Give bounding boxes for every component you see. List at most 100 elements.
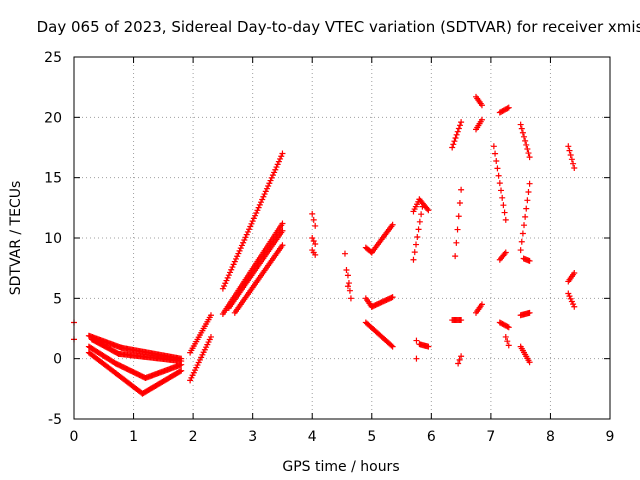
data-point: [227, 269, 234, 276]
series-segment: [473, 93, 485, 109]
data-point: [260, 193, 267, 200]
data-point: [262, 188, 269, 195]
data-point: [500, 202, 507, 209]
y-tick-label: 0: [53, 352, 62, 368]
data-point: [566, 293, 573, 300]
data-point: [492, 150, 499, 157]
data-point: [309, 210, 316, 217]
data-point: [279, 227, 286, 234]
data-point: [523, 205, 530, 212]
data-point: [232, 255, 239, 262]
x-tick-label: 4: [308, 429, 317, 445]
series-segment: [187, 333, 214, 384]
data-point: [455, 125, 462, 132]
x-tick-label: 1: [129, 429, 138, 445]
series-segment: [142, 361, 185, 381]
data-point: [571, 303, 578, 310]
y-tick-label: 15: [44, 171, 62, 187]
series-segment: [85, 349, 119, 377]
data-point: [237, 245, 244, 252]
x-tick-label: 6: [427, 429, 436, 445]
data-point: [526, 359, 533, 366]
data-point: [312, 251, 319, 258]
series-segment: [85, 332, 125, 351]
data-point: [278, 153, 285, 160]
data-point: [504, 323, 511, 330]
data-point: [496, 180, 503, 187]
data-point: [177, 368, 184, 375]
data-point: [518, 238, 525, 245]
data-point: [178, 358, 185, 365]
series-segment: [449, 317, 465, 324]
series-segment: [219, 150, 286, 292]
data-point: [413, 355, 420, 362]
data-point: [242, 234, 249, 241]
series-segment: [517, 343, 533, 366]
y-tick-label: 20: [44, 110, 62, 126]
data-point: [524, 197, 531, 204]
data-point: [493, 158, 500, 165]
series-segment: [225, 227, 286, 311]
data-point: [343, 266, 350, 273]
data-point: [505, 324, 512, 331]
data-point: [236, 247, 243, 254]
data-point: [411, 249, 418, 256]
data-point: [271, 169, 278, 176]
series-segment: [231, 242, 286, 316]
data-point: [389, 294, 396, 301]
data-point: [248, 220, 255, 227]
series-segment: [517, 309, 533, 319]
data-point: [452, 253, 459, 260]
data-point: [505, 104, 512, 111]
data-point: [346, 287, 353, 294]
series-segment: [502, 333, 512, 349]
data-point: [519, 230, 526, 237]
data-point: [449, 144, 456, 151]
data-point: [519, 129, 526, 136]
series-segment: [496, 319, 512, 331]
data-point: [526, 180, 533, 187]
data-point: [502, 249, 509, 256]
data-point: [525, 188, 532, 195]
y-tick-label: -5: [48, 412, 62, 428]
data-point: [452, 134, 459, 141]
series-segment: [88, 336, 122, 357]
data-point: [347, 295, 354, 302]
series-segment: [416, 196, 432, 214]
series-segment: [565, 269, 578, 285]
data-point: [455, 213, 462, 220]
data-point: [414, 233, 421, 240]
data-point: [454, 226, 461, 233]
data-point: [279, 150, 286, 157]
data-point: [504, 105, 511, 112]
data-point: [225, 272, 232, 279]
data-point: [416, 218, 423, 225]
data-point: [249, 218, 256, 225]
data-point: [250, 215, 257, 222]
series-segment: [490, 143, 509, 223]
data-point: [273, 164, 280, 171]
data-point: [453, 239, 460, 246]
data-point: [244, 228, 251, 235]
plot-frame: [73, 56, 611, 420]
data-point: [566, 147, 573, 154]
series-segment: [85, 343, 119, 367]
data-point: [310, 216, 317, 223]
data-point: [517, 247, 524, 254]
data-point: [568, 298, 575, 305]
data-point: [521, 133, 528, 140]
data-point: [235, 250, 242, 257]
y-axis-label: SDTVAR / TECUs: [8, 181, 24, 296]
data-point: [526, 257, 533, 264]
data-point: [570, 160, 577, 167]
data-point: [424, 205, 431, 212]
x-tick-label: 3: [248, 429, 257, 445]
data-point: [258, 199, 265, 206]
data-point: [567, 151, 574, 158]
gridlines: [74, 57, 610, 419]
data-points: [71, 93, 578, 397]
data-point: [495, 172, 502, 179]
data-point: [521, 222, 528, 229]
data-point: [453, 131, 460, 138]
data-point: [309, 235, 316, 241]
